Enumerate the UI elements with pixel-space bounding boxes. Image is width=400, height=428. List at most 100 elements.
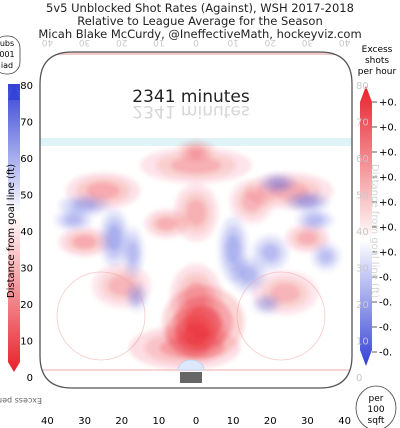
- left-colorbar-cap: [8, 84, 20, 100]
- x-tick-top-4: 0: [193, 37, 199, 47]
- y-tick-left-2: 20: [20, 300, 33, 311]
- heat-blob-16: [121, 227, 144, 279]
- x-tick-top-0: 40: [41, 37, 53, 47]
- y-tick-right-4: 40: [356, 227, 369, 238]
- left-legend-line-1: ubs: [0, 39, 14, 48]
- right-legend-tick-6: +0.: [379, 248, 397, 259]
- right-legend-tick-4: +0.: [379, 198, 397, 209]
- goal-net: [180, 372, 202, 383]
- x-tick-top-1: 30: [79, 37, 91, 47]
- faceoff-circle-left: [56, 271, 146, 361]
- y-tick-left-3: 30: [20, 263, 33, 274]
- right-colorbar: [360, 86, 372, 366]
- heat-blob-25: [311, 241, 341, 272]
- y-tick-left-8: 80: [20, 81, 33, 92]
- y-ticks-right: 0 10 20 30 40 50 60 70 80: [356, 81, 369, 384]
- x-tick-top-5: 10: [227, 37, 239, 47]
- unit-badge-line-3: sqft: [368, 416, 385, 426]
- heat-blob-8: [140, 146, 252, 184]
- y-tick-right-5: 50: [356, 190, 369, 201]
- y-tick-right-7: 70: [356, 117, 369, 128]
- x-tick-top-7: 30: [301, 37, 313, 47]
- title-line-3: Micah Blake McCurdy, @IneffectiveMath, h…: [38, 27, 361, 41]
- x-tick-1: 30: [78, 416, 91, 427]
- y-axis-label-right: Distance from goal line (ft): [369, 164, 380, 298]
- right-legend-tick-7: -0.: [379, 273, 392, 284]
- x-tick-top-8: 40: [339, 37, 351, 47]
- heat-blob-14: [177, 139, 215, 162]
- y-tick-left-4: 40: [20, 227, 33, 238]
- top-mirrored-ticks: 40 30 20 10 0 10 20 30 40: [41, 37, 350, 47]
- y-axis-label-left: Distance from goal line (ft): [6, 164, 17, 298]
- crease: [177, 359, 205, 371]
- minutes-label-mirror: 2341 minutes: [132, 101, 250, 121]
- heat-blob-18: [54, 209, 92, 231]
- heat-blob-2: [129, 325, 241, 370]
- heat-blob-27: [251, 293, 282, 315]
- y-tick-right-2: 20: [356, 300, 369, 311]
- x-tick-top-2: 20: [116, 37, 128, 47]
- heat-blob-12: [229, 179, 274, 224]
- heat-blob-6: [58, 227, 111, 257]
- right-legend: Excess shots per hour +0. +0. +0. +0. +0. +0.…: [358, 45, 397, 366]
- title-line-1: 5v5 Unblocked Shot Rates (Against), WSH …: [46, 1, 354, 15]
- x-tick-top-3: 10: [153, 37, 165, 47]
- x-tick-0: 40: [41, 416, 54, 427]
- right-legend-tick-10: -0.: [379, 348, 392, 359]
- rink-boards: [39, 51, 353, 389]
- y-tick-left-6: 60: [20, 154, 33, 165]
- heat-blob-24: [296, 209, 334, 231]
- y-tick-right-0: 0: [356, 373, 362, 384]
- x-tick-8: 40: [338, 416, 351, 427]
- heat-blob-22: [259, 172, 297, 195]
- left-legend-line-3: iad: [1, 61, 13, 70]
- heat-blob-20: [229, 256, 267, 294]
- right-legend-tick-1: +0.: [379, 123, 397, 134]
- heat-blob-15: [99, 209, 130, 268]
- y-tick-right-8: 80: [356, 81, 369, 92]
- x-ticks-bottom: 40 30 20 10 0 10 20 30 40: [41, 416, 351, 427]
- right-legend-tick-3: +0.: [379, 173, 397, 184]
- y-tick-right-6: 60: [356, 154, 369, 165]
- x-tick-top-6: 20: [264, 37, 276, 47]
- x-tick-5: 10: [227, 416, 240, 427]
- heat-blob-23: [285, 190, 330, 213]
- y-ticks-left: 0 10 20 30 40 50 60 70 80: [20, 81, 33, 384]
- x-tick-7: 30: [301, 416, 314, 427]
- heat-blob-11: [144, 209, 189, 239]
- right-legend-tick-2: +0.: [379, 148, 397, 159]
- y-tick-left-1: 10: [20, 337, 33, 348]
- y-tick-left-5: 50: [20, 190, 33, 201]
- right-legend-tick-0: +0.: [379, 98, 397, 109]
- right-legend-tick-9: -0.: [379, 323, 392, 334]
- unit-badge-line-1: per: [369, 394, 384, 404]
- y-tick-right-1: 10: [356, 337, 369, 348]
- y-tick-left-0: 0: [27, 373, 33, 384]
- x-tick-4: 0: [193, 416, 199, 427]
- right-legend-tick-5: +0.: [379, 223, 397, 234]
- heat-blob-3: [170, 263, 222, 330]
- top-red-band: [40, 52, 352, 55]
- right-legend-title-2: shots: [365, 56, 389, 66]
- faceoff-circle-right: [236, 271, 326, 361]
- left-legend: ubs 001 iad Excess per hour: [0, 35, 42, 405]
- left-legend-badge: [0, 35, 21, 75]
- unit-badge-line-2: 100: [367, 405, 384, 415]
- left-legend-bottom-text: Excess per hour: [0, 396, 42, 405]
- minutes-label: 2341 minutes: [132, 87, 250, 107]
- title-line-2: Relative to League Average for the Seaso…: [77, 14, 323, 28]
- right-legend-title-3: per hour: [358, 67, 397, 77]
- unit-badge: per 100 sqft: [355, 385, 397, 428]
- y-tick-right-3: 30: [356, 263, 369, 274]
- x-tick-2: 20: [115, 416, 128, 427]
- right-legend-tick-8: -0.: [379, 298, 392, 309]
- x-tick-3: 10: [152, 416, 165, 427]
- right-legend-title-1: Excess: [362, 45, 393, 55]
- rink: [39, 51, 353, 389]
- left-legend-line-2: 001: [0, 50, 15, 59]
- y-tick-left-7: 70: [20, 117, 33, 128]
- left-colorbar: [8, 84, 20, 372]
- x-tick-6: 20: [264, 416, 277, 427]
- heat-blob-21: [251, 234, 289, 272]
